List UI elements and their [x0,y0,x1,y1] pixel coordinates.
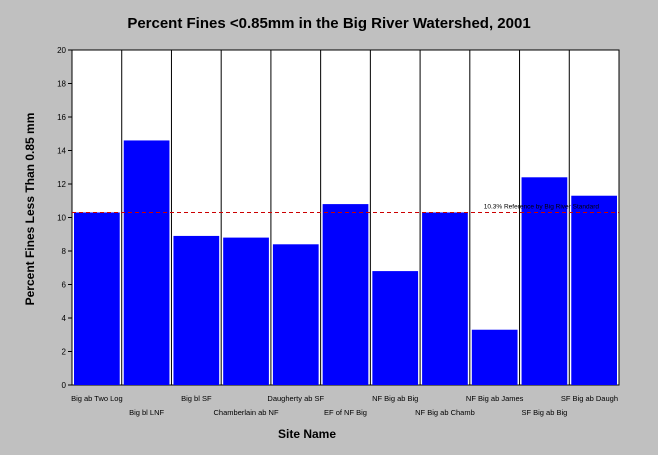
x-category-label: NF Big ab James [466,394,524,403]
bar [173,235,220,385]
x-category-label: Chamberlain ab NF [214,408,279,417]
x-axis-categories: Big ab Two Log Big bl LNF Big bl SFChamber… [71,394,618,417]
bar [123,140,170,385]
bar [471,329,518,385]
x-category-label: Big ab Two Log [71,394,123,403]
x-axis-title: Site Name [278,427,336,441]
x-category-label: NF Big ab Big [372,394,418,403]
x-category-label: Big bl SF [181,394,212,403]
x-category-label: EF of NF Big [324,408,367,417]
y-tick-label: 8 [62,247,67,256]
reference-line-group: 10.3% Reference by Big River Standard [72,203,619,213]
y-axis-ticks: 0 2 4 6 8 10 12 14 16 18 20 [57,46,72,390]
x-category-label: SF Big ab Big [521,408,567,417]
y-tick-label: 0 [62,381,67,390]
y-tick-label: 14 [57,147,66,156]
bar [521,177,568,385]
y-tick-label: 4 [62,314,67,323]
y-tick-label: 2 [62,348,67,357]
bar [272,244,319,385]
bars [74,140,617,385]
y-tick-label: 20 [57,46,66,55]
y-tick-label: 16 [57,113,66,122]
gridlines [121,50,570,385]
x-category-label: Daugherty ab SF [267,394,324,403]
y-tick-label: 10 [57,214,66,223]
x-category-label: NF Big ab Chamb [415,408,475,417]
y-tick-label: 18 [57,80,66,89]
x-category-label: Big bl LNF [129,408,164,417]
bar [74,212,120,385]
reference-label: 10.3% Reference by Big River Standard [484,203,600,210]
y-tick-label: 6 [62,281,67,290]
bar [223,237,269,385]
x-category-label: SF Big ab Daugh [561,394,618,403]
bar [322,204,369,385]
bar [571,195,617,385]
y-tick-label: 12 [57,180,66,189]
y-axis-title: Percent Fines Less Than 0.85 mm [23,113,37,306]
bar [422,212,468,385]
chart-title: Percent Fines <0.85mm in the Big River W… [127,15,530,32]
bar [372,271,419,385]
